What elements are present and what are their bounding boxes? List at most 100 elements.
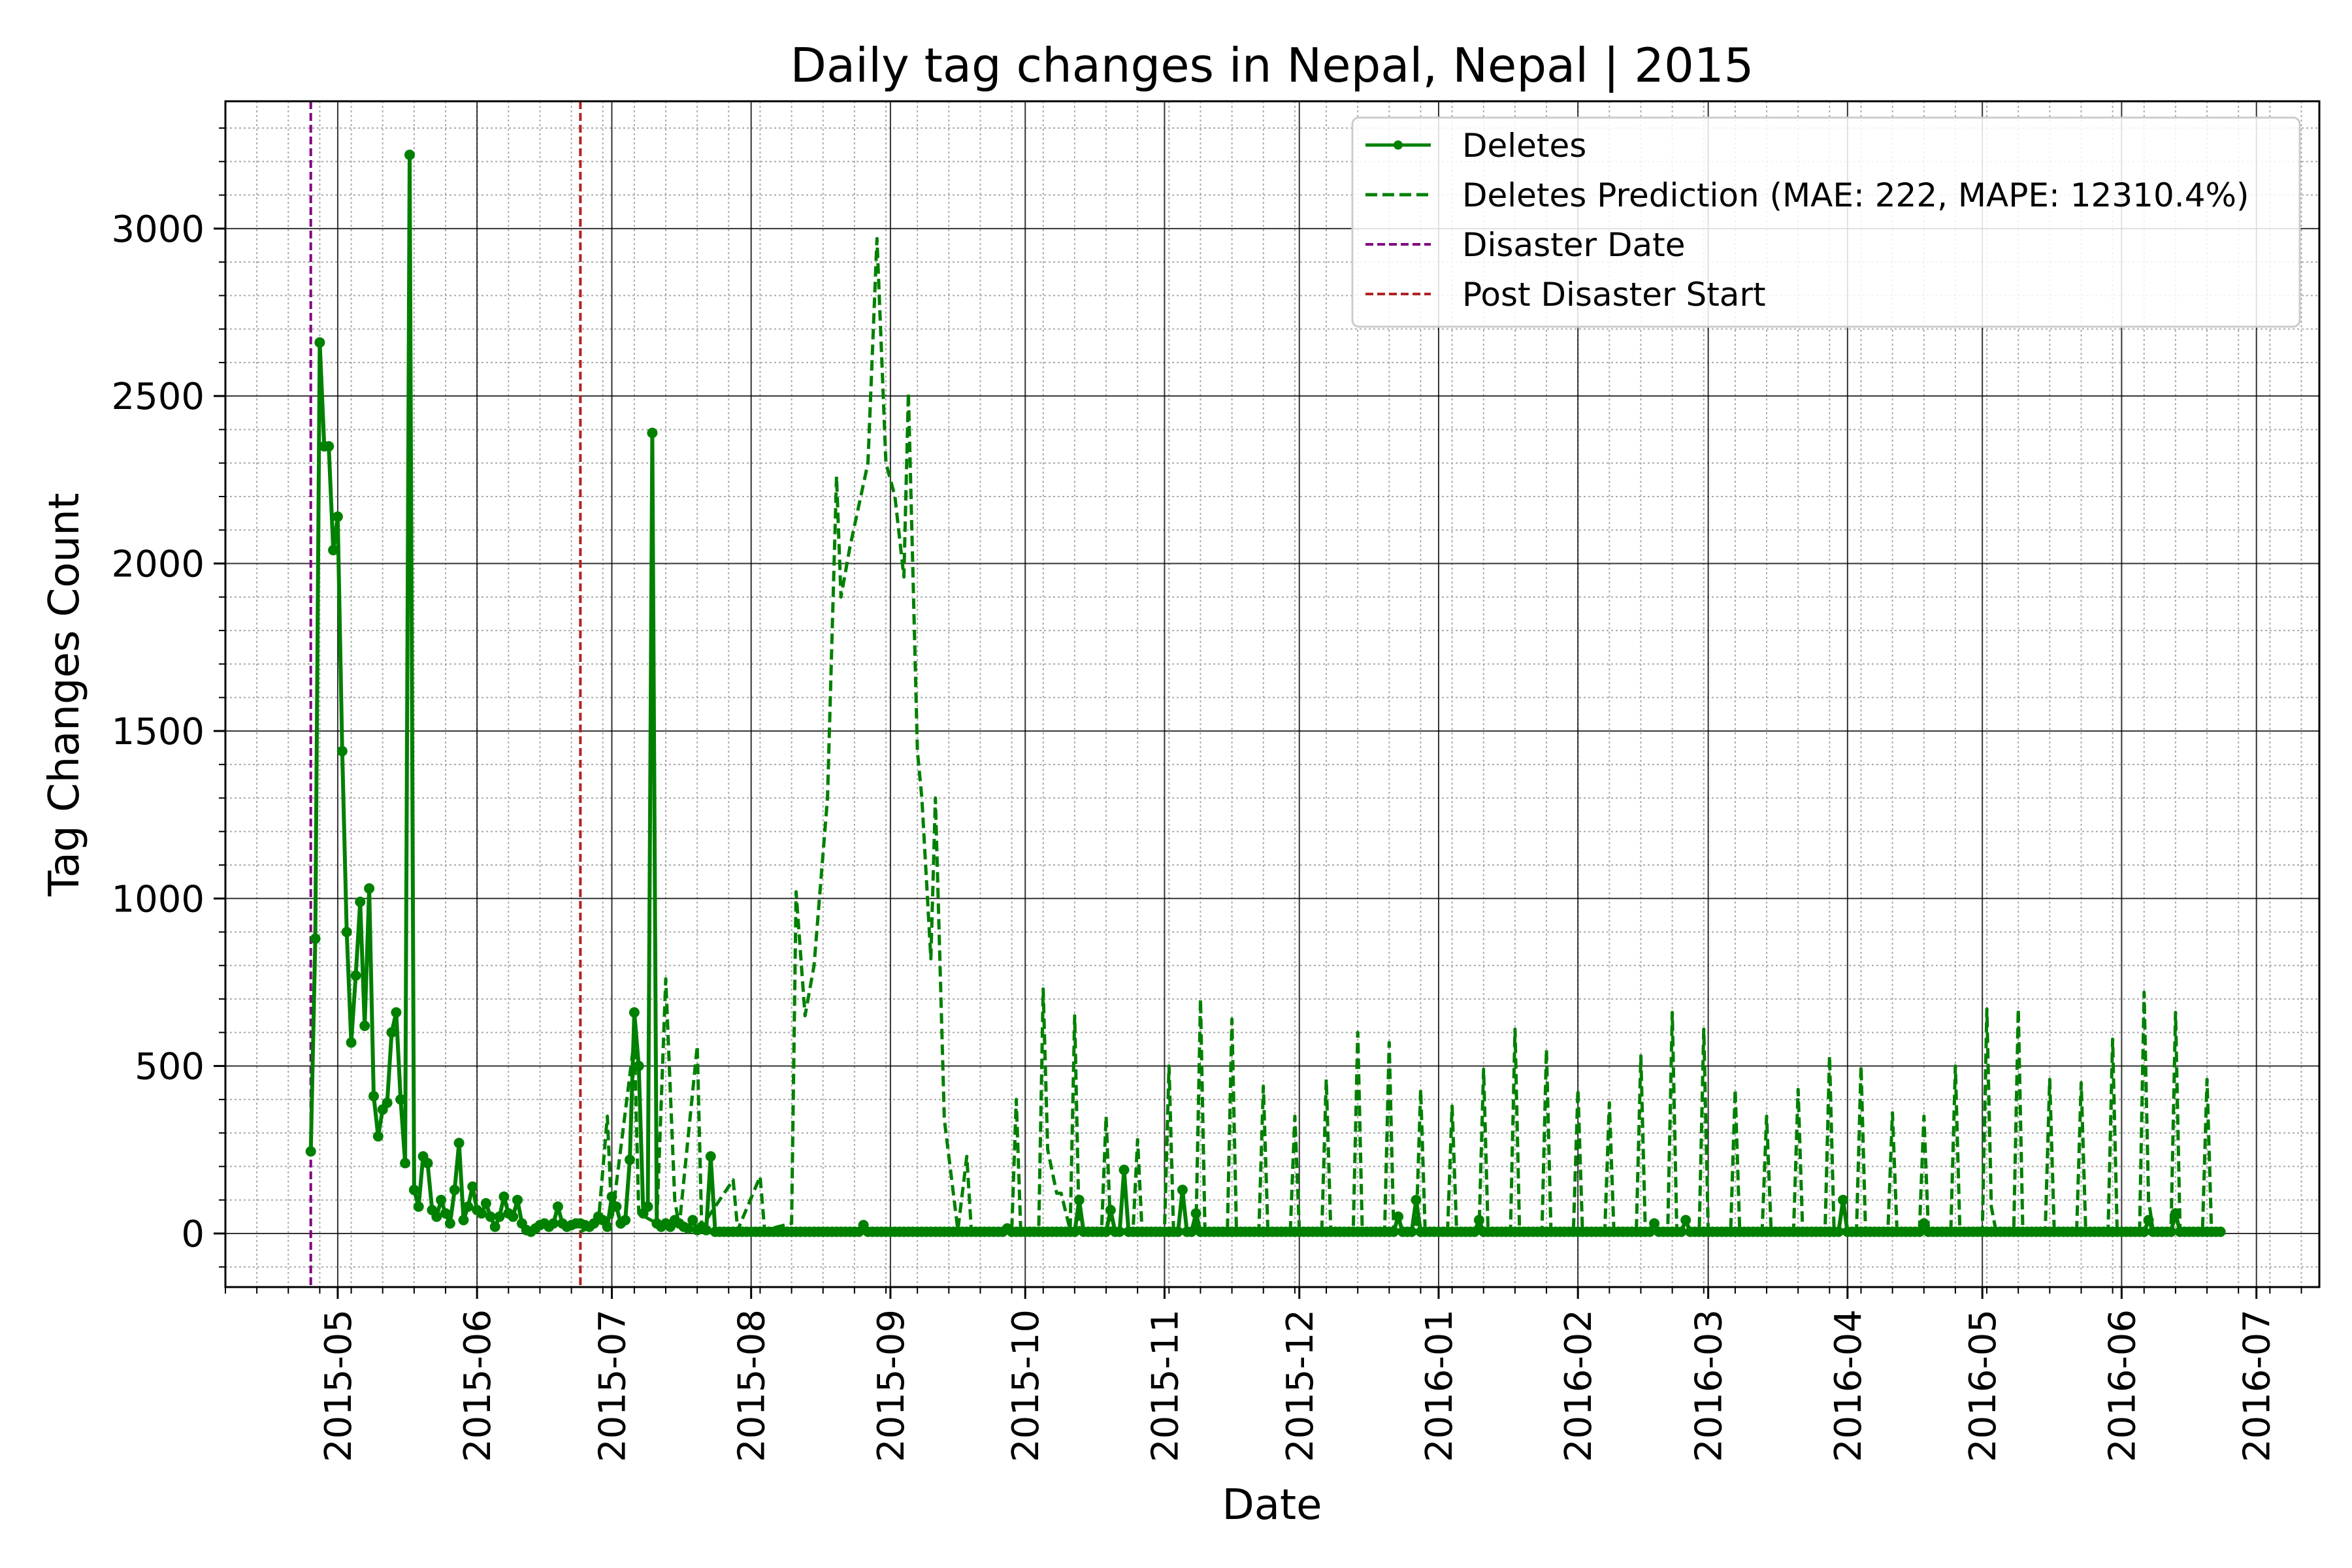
- deletes-point: [2138, 1226, 2149, 1237]
- deletes-point: [512, 1194, 523, 1205]
- deletes-point: [449, 1184, 460, 1196]
- deletes-point: [404, 150, 415, 160]
- deletes-point: [400, 1158, 411, 1169]
- x-tick-label: 2015-12: [1279, 1309, 1322, 1462]
- y-tick-label: 2500: [111, 376, 204, 418]
- deletes-point: [359, 1021, 370, 1032]
- x-tick-label: 2016-04: [1827, 1309, 1870, 1462]
- deletes-point: [1190, 1208, 1201, 1219]
- legend-marker-deletes: [1394, 140, 1403, 150]
- prediction-line: [580, 237, 2221, 1233]
- deletes-point: [386, 1027, 397, 1038]
- deletes-point: [1069, 1226, 1080, 1237]
- series-layer: [305, 150, 2226, 1237]
- x-tick-label: 2016-05: [1962, 1309, 2004, 1462]
- plot-frame: [224, 100, 2321, 1288]
- x-tick-label: 2015-09: [870, 1309, 913, 1462]
- y-axis-title: Tag Changes Count: [41, 493, 89, 896]
- deletes-point: [408, 1184, 419, 1196]
- legend-box: [1351, 116, 2301, 328]
- y-tick-label: 1500: [111, 711, 204, 753]
- deletes-point: [1833, 1226, 1844, 1237]
- deletes-point: [1469, 1226, 1480, 1237]
- deletes-point: [611, 1201, 622, 1212]
- deletes-point: [1186, 1226, 1197, 1237]
- deletes-point: [332, 511, 343, 522]
- deletes-point: [463, 1201, 474, 1212]
- deletes-point: [364, 883, 375, 894]
- deletes-point: [642, 1201, 653, 1212]
- x-tick-label: 2016-01: [1418, 1309, 1461, 1462]
- x-tick-label: 2015-05: [318, 1309, 360, 1462]
- deletes-point: [355, 896, 366, 907]
- deletes-point: [336, 745, 348, 757]
- deletes-point: [1101, 1226, 1111, 1237]
- deletes-point: [346, 1037, 357, 1048]
- deletes-point: [1680, 1215, 1691, 1226]
- deletes-point: [1676, 1226, 1687, 1237]
- y-tick-label: 0: [181, 1213, 204, 1256]
- y-tick-label: 1000: [111, 878, 204, 921]
- deletes-point: [413, 1201, 424, 1212]
- legend: Deletes Deletes Prediction (MAE: 222, MA…: [1351, 116, 2301, 328]
- deletes-point: [310, 933, 321, 944]
- deletes-point: [625, 1154, 635, 1166]
- deletes-point: [1177, 1184, 1188, 1196]
- x-tick-label: 2015-10: [1005, 1309, 1047, 1462]
- deletes-point: [458, 1215, 469, 1226]
- x-axis-title: Date: [1222, 1481, 1322, 1529]
- deletes-point: [350, 970, 361, 981]
- deletes-point: [606, 1191, 617, 1202]
- deletes-point: [395, 1094, 406, 1105]
- deletes-point: [1119, 1164, 1130, 1175]
- deletes-point: [1914, 1226, 1925, 1237]
- deletes-point: [498, 1191, 510, 1202]
- deletes-point: [440, 1208, 451, 1219]
- deletes-point: [368, 1090, 379, 1102]
- deletes-point: [552, 1201, 563, 1212]
- x-tick-label: 2015-07: [591, 1309, 634, 1462]
- deletes-point: [444, 1218, 455, 1229]
- deletes-point: [341, 926, 352, 938]
- deletes-point: [602, 1221, 613, 1232]
- deletes-point: [494, 1211, 505, 1222]
- y-tick-label: 2000: [111, 544, 204, 586]
- deletes-point: [1393, 1211, 1404, 1222]
- deletes-point: [1406, 1226, 1417, 1237]
- deletes-point: [1838, 1194, 1848, 1205]
- deletes-point: [323, 441, 335, 452]
- y-tick-label: 3000: [111, 208, 204, 251]
- deletes-point: [629, 1007, 640, 1018]
- deletes-point: [467, 1181, 478, 1192]
- deletes-point: [2143, 1215, 2154, 1226]
- deletes-point: [314, 337, 325, 348]
- deletes-point: [436, 1194, 447, 1205]
- axis-ticks: 2015-05 2015-06 2015-07 2015-08 2015-09 2015-…: [111, 127, 2302, 1462]
- x-tick-label: 2015-06: [457, 1309, 499, 1462]
- deletes-point: [485, 1211, 496, 1222]
- chart-title: Daily tag changes in Nepal, Nepal | 2015: [791, 38, 1754, 93]
- deletes-point: [2170, 1208, 2181, 1219]
- deletes-point: [476, 1208, 487, 1219]
- deletes-point: [1173, 1226, 1184, 1237]
- legend-label-disaster-date: Disaster Date: [1462, 226, 1685, 264]
- deletes-point: [1388, 1226, 1399, 1237]
- deletes-point: [2215, 1226, 2226, 1237]
- legend-label-deletes: Deletes: [1462, 127, 1586, 165]
- deletes-point: [1649, 1218, 1660, 1229]
- deletes-point: [382, 1098, 393, 1108]
- deletes-point: [687, 1215, 698, 1226]
- deletes-point: [620, 1215, 631, 1226]
- deletes-point: [1644, 1226, 1656, 1237]
- legend-label-prediction: Deletes Prediction (MAE: 222, MAPE: 1231…: [1462, 176, 2249, 214]
- deletes-point: [633, 1060, 644, 1071]
- deletes-point: [1918, 1218, 1929, 1229]
- deletes-point: [372, 1131, 384, 1142]
- legend-label-post-disaster: Post Disaster Start: [1462, 276, 1766, 314]
- deletes-point: [1105, 1205, 1116, 1216]
- deletes-point: [1073, 1194, 1085, 1205]
- x-tick-label: 2016-07: [2236, 1309, 2279, 1462]
- deletes-point: [1473, 1215, 1484, 1226]
- deletes-point: [431, 1211, 442, 1222]
